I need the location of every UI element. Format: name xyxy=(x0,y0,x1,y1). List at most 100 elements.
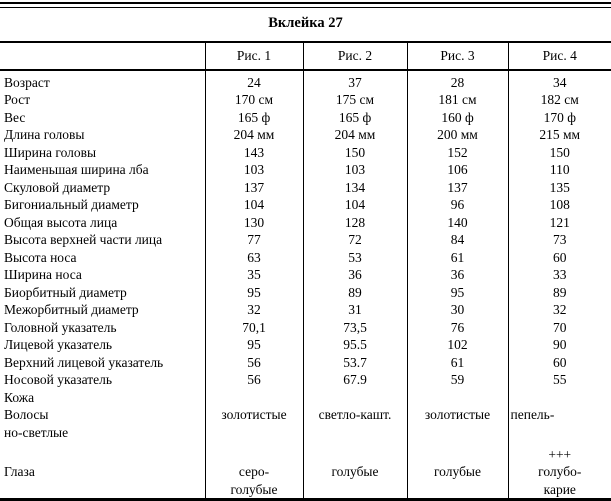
row-value: 182 см xyxy=(507,91,611,109)
column-header: Рис. 1 xyxy=(204,41,303,71)
row-label: Высота носа xyxy=(4,249,77,265)
row-value: 170 см xyxy=(204,91,303,109)
row-value: 56 xyxy=(204,353,303,371)
row-value: 56 xyxy=(204,371,303,389)
table-row: но-светлые xyxy=(0,423,611,441)
row-value: 63 xyxy=(204,248,303,266)
row-value: 61 xyxy=(406,248,508,266)
row-value: 102 xyxy=(406,336,508,354)
row-value xyxy=(507,388,611,406)
row-value: 137 xyxy=(406,178,508,196)
row-value: 104 xyxy=(302,196,407,214)
row-value: 53 xyxy=(302,248,407,266)
row-label: Рост xyxy=(4,92,31,107)
table-row: Глаза серо- голубые голубые голубые голубо- … xyxy=(0,463,611,500)
row-value: 34 xyxy=(507,69,611,91)
row-value: 121 xyxy=(507,213,611,231)
row-value: 32 xyxy=(507,301,611,319)
table-row: Ширина носа 35 36 36 33 xyxy=(0,266,611,284)
row-label: Головной указатель xyxy=(4,319,117,335)
row-value: 181 см xyxy=(406,91,508,109)
row-label: но-светлые xyxy=(4,424,69,440)
table-row: Длина головы 204 мм 204 мм 200 мм 215 мм xyxy=(0,126,611,144)
table-row: Кожа xyxy=(0,388,611,406)
top-double-rule xyxy=(0,2,611,7)
row-label: Общая высота лица xyxy=(4,214,118,230)
row-value: 140 xyxy=(406,213,508,231)
row-label: Глаза xyxy=(4,464,35,479)
row-label: Ширина головы xyxy=(4,144,97,160)
row-value: голубые xyxy=(406,463,508,500)
row-label: Длина головы xyxy=(4,127,85,142)
row-value: 95 xyxy=(406,283,508,301)
row-value: 106 xyxy=(406,161,508,179)
row-value: 90 xyxy=(507,336,611,354)
row-value xyxy=(204,423,303,441)
row-value: голубые xyxy=(302,463,407,500)
column-header: Рис. 4 xyxy=(507,41,611,71)
row-value: золотистые xyxy=(406,406,508,424)
row-value: 61 xyxy=(406,353,508,371)
table-row: Скуловой диаметр 137 134 137 135 xyxy=(0,178,611,196)
row-value: 108 xyxy=(507,196,611,214)
row-value xyxy=(204,388,303,406)
row-value xyxy=(507,423,611,441)
column-header: Рис. 3 xyxy=(406,41,508,71)
row-value: 70 xyxy=(507,318,611,336)
table-row: Лицевой указатель 95 95.5 102 90 xyxy=(0,336,611,354)
table-row: Волосы золотистые светло-кашт. золотистые пе… xyxy=(0,406,611,424)
row-label: Межорбитный диаметр xyxy=(4,302,139,317)
table-body: Возраст 24 37 28 34 Рост 170 см 175 см 181 см 182… xyxy=(0,69,611,500)
row-label: Биорбитный диаметр xyxy=(4,284,127,300)
table-row: Головной указатель 70,1 73,5 76 70 xyxy=(0,318,611,336)
row-value xyxy=(406,441,508,463)
row-value: 32 xyxy=(204,301,303,319)
row-value: 60 xyxy=(507,248,611,266)
row-value: 37 xyxy=(302,69,407,91)
row-value: 36 xyxy=(406,266,508,284)
table-row: Верхний лицевой указатель 56 53.7 61 60 xyxy=(0,353,611,371)
row-value: 143 xyxy=(204,143,303,161)
row-value: 59 xyxy=(406,371,508,389)
row-value: 76 xyxy=(406,318,508,336)
row-value: 175 см xyxy=(302,91,407,109)
row-value: 95.5 xyxy=(302,336,407,354)
row-label: Наименьшая ширина лба xyxy=(4,162,149,177)
row-value: 55 xyxy=(507,371,611,389)
row-value: 134 xyxy=(302,178,407,196)
row-label: Высота верхней части лица xyxy=(4,232,163,247)
row-label: Верхний лицевой указатель xyxy=(4,354,164,370)
table-row: Наименьшая ширина лба 103 103 106 110 xyxy=(0,161,611,179)
row-value: 33 xyxy=(507,266,611,284)
row-value: 36 xyxy=(302,266,407,284)
row-value xyxy=(302,441,407,463)
row-value: 110 xyxy=(507,161,611,179)
table-row: Носовой указатель 56 67.9 59 55 xyxy=(0,371,611,389)
row-value xyxy=(406,388,508,406)
row-value: 30 xyxy=(406,301,508,319)
column-header: Рис. 2 xyxy=(302,41,407,71)
table-row: Рост 170 см 175 см 181 см 182 см xyxy=(0,91,611,109)
anthropometric-table: Вклейка 27 Рис. 1 Рис. 2 Рис. 3 Рис. 4 Возр… xyxy=(0,7,611,501)
row-value: 95 xyxy=(204,336,303,354)
table-row: Межорбитный диаметр 32 31 30 32 xyxy=(0,301,611,319)
title-row: Вклейка 27 xyxy=(0,7,611,43)
row-value xyxy=(204,441,303,463)
row-label: Волосы xyxy=(4,407,49,422)
row-label: Носовой указатель xyxy=(4,372,113,387)
row-value: пепель- xyxy=(507,406,611,424)
row-value: 67.9 xyxy=(302,371,407,389)
table-row: Высота верхней части лица 77 72 84 73 xyxy=(0,231,611,249)
row-label: Лицевой указатель xyxy=(4,337,113,352)
table-row: Высота носа 63 53 61 60 xyxy=(0,248,611,266)
row-value: 135 xyxy=(507,178,611,196)
row-value: 72 xyxy=(302,231,407,249)
row-value: 204 мм xyxy=(204,126,303,144)
row-value: 28 xyxy=(406,69,508,91)
row-value: 31 xyxy=(302,301,407,319)
row-value: +++ xyxy=(507,441,611,463)
row-value: 89 xyxy=(507,283,611,301)
row-value: 73 xyxy=(507,231,611,249)
row-value: 150 xyxy=(302,143,407,161)
table-row: Вес 165 ф 165 ф 160 ф 170 ф xyxy=(0,108,611,126)
